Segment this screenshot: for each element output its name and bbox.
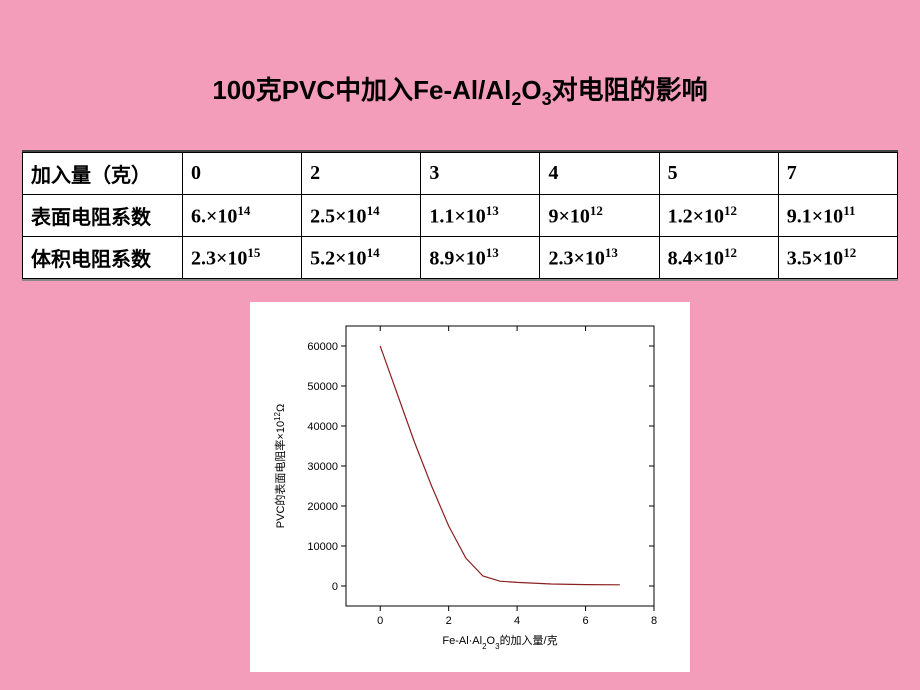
svg-text:0: 0 — [377, 615, 383, 627]
amount-cell: 2 — [302, 153, 421, 195]
title-sub1: 2 — [511, 89, 521, 109]
svg-text:30000: 30000 — [307, 461, 338, 473]
row-label: 表面电阻系数 — [23, 195, 183, 237]
data-cell: 2.5×1014 — [302, 195, 421, 237]
data-cell: 8.4×1012 — [659, 237, 778, 279]
page-title: 100克PVC中加入Fe-Al/Al2O3对电阻的影响 — [0, 70, 920, 110]
amount-cell: 0 — [183, 153, 302, 195]
row-label: 体积电阻系数 — [23, 237, 183, 279]
data-cell: 8.9×1013 — [421, 237, 540, 279]
title-suffix: 对电阻的影响 — [552, 75, 708, 105]
svg-text:10000: 10000 — [307, 541, 338, 553]
data-cell: 5.2×1014 — [302, 237, 421, 279]
svg-text:4: 4 — [514, 615, 520, 627]
amount-cell: 5 — [659, 153, 778, 195]
chart-svg: 0 10000 20000 30000 40000 50000 60000 0 2 4 6 8 Fe-A… — [250, 302, 690, 672]
title-mid: O — [521, 75, 541, 105]
data-cell: 1.2×1012 — [659, 195, 778, 237]
data-table: 加入量（克） 0 2 3 4 5 7 表面电阻系数 6.×1014 2.5×10… — [22, 152, 898, 279]
title-prefix: 100克PVC中加入Fe-Al/Al — [212, 75, 511, 105]
svg-text:20000: 20000 — [307, 501, 338, 513]
data-cell: 2.3×1013 — [540, 237, 659, 279]
svg-text:2: 2 — [446, 615, 452, 627]
data-cell: 9×1012 — [540, 195, 659, 237]
svg-text:6: 6 — [582, 615, 588, 627]
data-cell: 2.3×1015 — [183, 237, 302, 279]
data-cell: 6.×1014 — [183, 195, 302, 237]
svg-text:PVC的表面电阻率×1012Ω: PVC的表面电阻率×1012Ω — [273, 404, 288, 528]
svg-text:50000: 50000 — [307, 381, 338, 393]
title-sub2: 3 — [542, 89, 552, 109]
svg-text:8: 8 — [651, 615, 657, 627]
data-cell: 3.5×1012 — [778, 237, 897, 279]
table-row-header: 加入量（克） 0 2 3 4 5 7 — [23, 153, 898, 195]
amount-cell: 4 — [540, 153, 659, 195]
data-cell: 9.1×1011 — [778, 195, 897, 237]
amount-cell: 3 — [421, 153, 540, 195]
slide: 100克PVC中加入Fe-Al/Al2O3对电阻的影响 加入量（克） 0 2 3… — [0, 0, 920, 690]
resistance-chart: 0 10000 20000 30000 40000 50000 60000 0 2 4 6 8 Fe-A… — [250, 302, 690, 672]
svg-text:60000: 60000 — [307, 341, 338, 353]
table-row-surface: 表面电阻系数 6.×1014 2.5×1014 1.1×1013 9×1012 … — [23, 195, 898, 237]
svg-text:0: 0 — [332, 581, 338, 593]
svg-text:40000: 40000 — [307, 421, 338, 433]
data-table-wrap: 加入量（克） 0 2 3 4 5 7 表面电阻系数 6.×1014 2.5×10… — [22, 150, 898, 281]
data-cell: 1.1×1013 — [421, 195, 540, 237]
amount-cell: 7 — [778, 153, 897, 195]
header-label: 加入量（克） — [23, 153, 183, 195]
svg-text:Fe-Al·Al2O3的加入量/克: Fe-Al·Al2O3的加入量/克 — [442, 633, 557, 651]
table-row-volume: 体积电阻系数 2.3×1015 5.2×1014 8.9×1013 2.3×10… — [23, 237, 898, 279]
